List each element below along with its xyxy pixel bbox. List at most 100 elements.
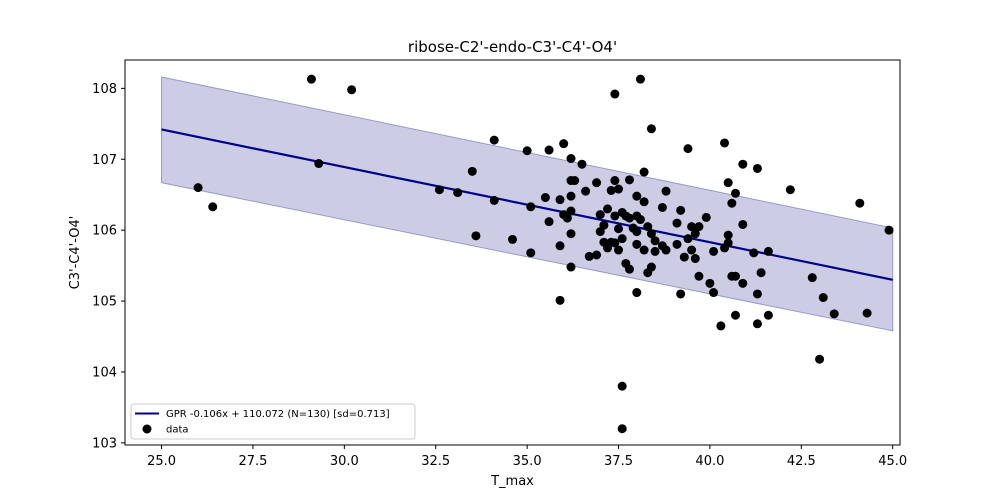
- data-point: [526, 248, 536, 258]
- data-point: [584, 251, 594, 261]
- data-point: [592, 250, 602, 260]
- legend-box: [130, 403, 416, 440]
- data-point: [785, 185, 795, 195]
- data-point: [701, 212, 711, 222]
- x-tick-label: 30.0: [330, 454, 359, 469]
- data-point: [752, 163, 762, 173]
- data-point: [705, 278, 715, 288]
- axes-frame: [124, 59, 901, 446]
- x-tick-label: 32.5: [421, 454, 450, 469]
- data-point: [624, 264, 634, 274]
- data-point: [581, 186, 591, 196]
- data-point: [639, 167, 649, 177]
- data-point: [727, 198, 737, 208]
- data-point: [559, 139, 569, 149]
- legend-fit-label: GPR -0.106x + 110.072 (N=130) [sd=0.713]: [166, 409, 390, 420]
- data-point: [632, 191, 642, 201]
- data-point: [639, 197, 649, 207]
- data-point: [635, 215, 645, 225]
- data-point: [526, 202, 536, 212]
- data-point: [434, 185, 444, 195]
- data-point: [730, 310, 740, 320]
- data-point: [632, 239, 642, 249]
- data-point: [723, 178, 733, 188]
- data-point: [683, 144, 693, 154]
- data-point: [657, 202, 667, 212]
- data-point: [815, 354, 825, 364]
- data-point: [738, 278, 748, 288]
- data-point: [635, 74, 645, 84]
- data-point: [347, 85, 357, 95]
- data-point: [489, 135, 499, 145]
- x-tick-label: 42.5: [787, 454, 816, 469]
- data-point: [855, 198, 865, 208]
- data-point: [723, 238, 733, 248]
- data-point: [467, 166, 477, 176]
- data-point: [730, 271, 740, 281]
- data-point: [614, 224, 624, 234]
- data-point: [617, 381, 627, 391]
- data-point: [577, 159, 587, 169]
- y-axis: 103 104 105 106 107 108: [92, 82, 125, 451]
- x-axis: 25.0 27.5 30.0 32.5 35.0 37.5 40.0 42.5 45.0: [147, 445, 907, 469]
- data-point: [632, 288, 642, 298]
- data-point: [661, 186, 671, 196]
- data-point: [566, 191, 576, 201]
- data-point: [471, 231, 481, 241]
- data-point: [314, 159, 324, 169]
- data-point: [650, 236, 660, 246]
- y-tick-label: 105: [92, 295, 117, 310]
- x-axis-label: T_max: [490, 474, 534, 489]
- data-point: [752, 289, 762, 299]
- data-point: [749, 248, 759, 258]
- data-point: [738, 159, 748, 169]
- data-point: [694, 271, 704, 281]
- data-point: [756, 268, 766, 278]
- data-point: [603, 204, 613, 214]
- data-point: [752, 319, 762, 329]
- y-tick-label: 106: [92, 224, 117, 239]
- data-point: [544, 145, 554, 155]
- data-point: [599, 220, 609, 230]
- data-point: [672, 239, 682, 249]
- data-point: [672, 218, 682, 228]
- data-point: [730, 188, 740, 198]
- data-point: [540, 193, 550, 203]
- y-tick-label: 104: [92, 365, 117, 380]
- data-point: [544, 217, 554, 227]
- data-point: [566, 154, 576, 164]
- x-tick-label: 45.0: [878, 454, 907, 469]
- data-point: [555, 241, 565, 251]
- data-point: [676, 289, 686, 299]
- x-tick-label: 25.0: [147, 454, 176, 469]
- data-point: [606, 185, 616, 195]
- legend-data-swatch: [142, 424, 152, 434]
- data-point: [639, 245, 649, 255]
- data-point: [306, 74, 316, 84]
- data-point: [716, 321, 726, 331]
- data-point: [522, 146, 532, 156]
- y-tick-label: 107: [92, 153, 117, 168]
- x-tick-label: 35.0: [513, 454, 542, 469]
- data-point: [690, 229, 700, 239]
- chart-title: ribose-C2'-endo-C3'-C4'-O4': [408, 38, 617, 56]
- data-point: [489, 195, 499, 205]
- data-point: [709, 246, 719, 256]
- data-point: [624, 175, 634, 185]
- x-tick-label: 37.5: [604, 454, 633, 469]
- data-point: [566, 229, 576, 239]
- data-point: [661, 245, 671, 255]
- data-point: [676, 205, 686, 215]
- data-point: [818, 293, 828, 303]
- y-tick-label: 108: [92, 82, 117, 97]
- data-point: [610, 238, 620, 248]
- y-tick-label: 103: [92, 436, 117, 451]
- data-point: [624, 213, 634, 223]
- data-point: [807, 273, 817, 283]
- data-point: [614, 245, 624, 255]
- data-point: [646, 124, 656, 134]
- data-point: [610, 211, 620, 221]
- data-point: [862, 308, 872, 318]
- data-point: [555, 195, 565, 205]
- data-point: [610, 89, 620, 99]
